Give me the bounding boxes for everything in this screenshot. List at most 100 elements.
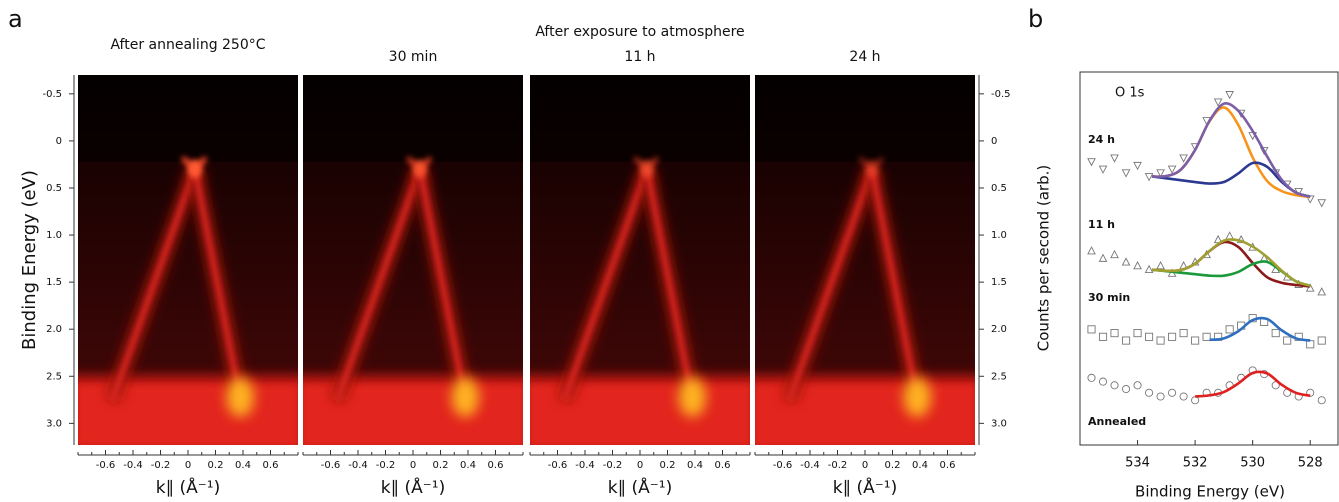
dirac-point [187,160,202,179]
x-tick-label: -0.6 [773,460,793,471]
series-label: 11 h [1088,218,1115,231]
x-tick-label: -0.6 [548,460,568,471]
dirac-point [639,160,654,179]
dispersion [335,168,423,401]
panel-title: After annealing 250°C [110,37,265,53]
data-point [1271,381,1280,390]
data-point [1133,161,1142,171]
plot-frame [1079,71,1339,446]
data-point [1225,231,1234,240]
arpes-image [78,75,298,445]
dispersion [417,168,468,401]
top-shadow [755,75,975,162]
panel-title: 24 h [849,49,880,65]
data-point [1179,392,1188,401]
fit-curve [1195,370,1311,398]
data-point [1259,147,1269,156]
x-tick-label: 528 [1298,456,1323,471]
x-axis-label: Binding Energy (eV) [1135,483,1285,501]
dirac-point [412,160,427,179]
dispersion [110,168,198,401]
y-tick-label: 0.5 [991,183,1007,194]
arpes-image [755,75,975,445]
x-tick-label: -0.6 [96,460,116,471]
data-point [1087,325,1096,334]
data-point [1098,377,1108,386]
top-shadow [303,75,523,162]
data-point [1144,264,1154,274]
x-tick-label: 0.4 [687,460,703,471]
x-tick-label: 0.6 [940,460,956,471]
panel-label: b [1028,5,1043,33]
x-axis-label: k∥ (Å⁻¹) [156,476,220,498]
series-label: 24 h [1088,133,1115,146]
y-tick-label: 3.0 [46,418,62,429]
x-tick-label: 530 [1240,456,1265,471]
y-tick-label: 1.0 [991,230,1007,241]
data-point [1156,169,1165,178]
dispersion [869,168,920,401]
top-shadow [78,75,298,162]
series-label: 30 min [1088,291,1130,304]
top-shadow [530,75,750,162]
y-tick-label: 2.5 [46,371,62,382]
series-label: Annealed [1088,415,1146,428]
data-point [1087,373,1096,382]
data-point [1213,98,1223,107]
data-point [1317,287,1327,296]
data-point [1306,340,1315,349]
data-point [1271,329,1280,338]
y-tick-label: 0 [56,136,62,147]
dispersion [562,168,650,401]
x-axis-label: k∥ (Å⁻¹) [608,476,672,498]
x-tick-label: 0.4 [235,460,251,471]
x-tick-label: 0.4 [460,460,476,471]
data-point [1121,257,1131,266]
data-point [1168,332,1177,341]
x-tick-label: 0 [185,460,191,471]
data-point [1133,381,1142,390]
y-tick-label: 1.0 [46,230,62,241]
fit-curve [1151,161,1311,198]
y-tick-label: 1.5 [991,277,1007,288]
data-point [1225,325,1234,334]
data-point [1133,261,1142,270]
bright-spot [903,376,932,417]
dispersion [192,168,243,401]
panel-title: 30 min [389,49,438,65]
x-tick-label: 0.2 [660,460,676,471]
data-point [1156,392,1165,401]
x-tick-label: -0.2 [828,460,848,471]
panel-title: 11 h [624,49,655,65]
y-tick-label: 2.0 [46,324,62,335]
data-point [1121,384,1131,394]
y-tick-label: 1.5 [46,277,62,288]
x-tick-label: -0.2 [151,460,171,471]
data-point [1317,336,1326,345]
data-point [1306,388,1315,397]
x-tick-label: 0.2 [208,460,224,471]
x-tick-label: -0.4 [123,460,143,471]
panel-label: a [8,5,23,33]
data-point [1087,158,1096,167]
y-axis-label: Counts per second (arb.) [1035,165,1053,351]
data-point [1283,336,1292,345]
x-tick-label: -0.6 [321,460,341,471]
dispersion [787,168,875,401]
data-point [1202,332,1211,341]
fit-curve [1209,316,1311,342]
data-point [1317,396,1326,405]
y-tick-label: 3.0 [991,418,1007,429]
x-tick-label: -0.4 [575,460,595,471]
dirac-point [864,160,879,179]
y-tick-label: -0.5 [991,89,1011,100]
data-point [1144,173,1154,182]
x-axis-label: k∥ (Å⁻¹) [833,476,897,498]
y-tick-label: 0 [991,136,997,147]
y-tick-label: -0.5 [42,89,62,100]
y-tick-label: 2.5 [991,371,1007,382]
fit-curve [1151,238,1311,287]
x-tick-label: -0.2 [376,460,396,471]
